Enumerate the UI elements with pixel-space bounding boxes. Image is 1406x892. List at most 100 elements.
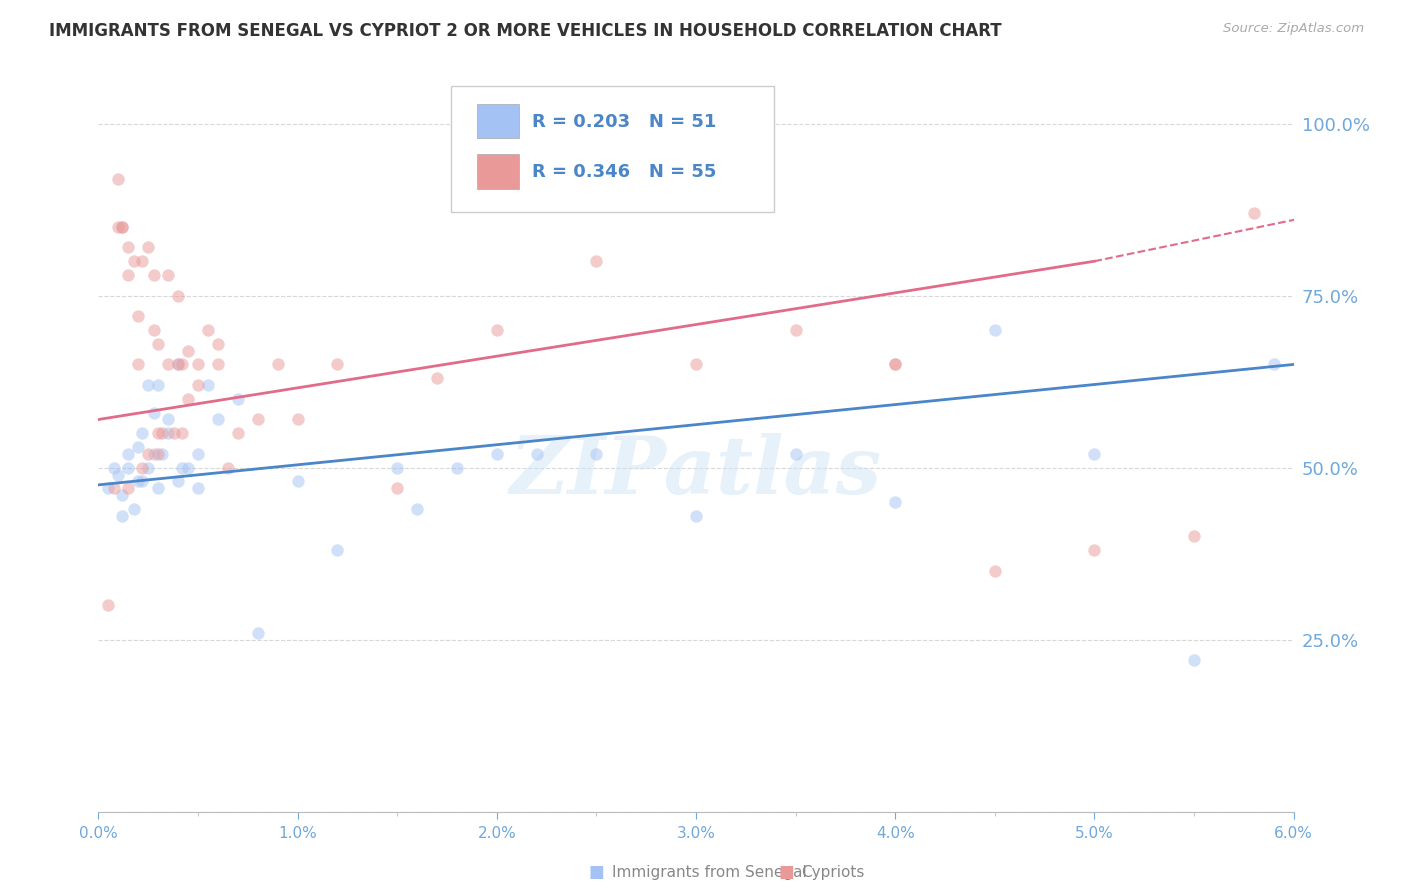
Point	[485, 447, 508, 461]
Point	[197, 323, 219, 337]
Point	[226, 426, 249, 441]
Point	[167, 358, 190, 372]
Point	[287, 475, 309, 489]
Point	[785, 447, 807, 461]
Point	[685, 358, 707, 372]
Point	[103, 481, 125, 495]
Point	[124, 502, 146, 516]
Point	[148, 481, 170, 495]
Point	[1182, 653, 1205, 667]
Text: ■: ■	[589, 863, 605, 881]
Point	[385, 460, 409, 475]
Bar	[477, 103, 519, 138]
Point	[163, 426, 186, 441]
Point	[117, 240, 139, 254]
Point	[1243, 206, 1265, 220]
Point	[526, 447, 548, 461]
Point	[267, 358, 290, 372]
Point	[187, 378, 209, 392]
Point	[127, 475, 149, 489]
Point	[117, 481, 139, 495]
Point	[177, 460, 200, 475]
Point	[97, 599, 120, 613]
Point	[127, 310, 149, 324]
Point	[207, 358, 229, 372]
Point	[117, 460, 139, 475]
Point	[426, 371, 449, 385]
Point	[585, 447, 607, 461]
Point	[172, 426, 194, 441]
Point	[127, 440, 149, 454]
Text: ■: ■	[779, 863, 794, 881]
Point	[136, 447, 159, 461]
Point	[197, 378, 219, 392]
Point	[150, 447, 173, 461]
Point	[172, 358, 194, 372]
Point	[107, 171, 129, 186]
Point	[157, 412, 180, 426]
Point	[143, 268, 166, 282]
Point	[446, 460, 468, 475]
Point	[246, 412, 269, 426]
Point	[131, 254, 153, 268]
Point	[1083, 447, 1105, 461]
FancyBboxPatch shape	[451, 86, 773, 212]
Point	[136, 460, 159, 475]
Point	[107, 467, 129, 482]
Point	[585, 254, 607, 268]
Point	[884, 495, 907, 509]
Point	[143, 323, 166, 337]
Point	[177, 343, 200, 358]
Point	[148, 336, 170, 351]
Point	[326, 543, 349, 558]
Text: IMMIGRANTS FROM SENEGAL VS CYPRIOT 2 OR MORE VEHICLES IN HOUSEHOLD CORRELATION C: IMMIGRANTS FROM SENEGAL VS CYPRIOT 2 OR …	[49, 22, 1002, 40]
Point	[217, 460, 239, 475]
Point	[884, 358, 907, 372]
Point	[117, 447, 139, 461]
Point	[177, 392, 200, 406]
Point	[124, 254, 146, 268]
Point	[107, 219, 129, 234]
Point	[111, 488, 134, 502]
Point	[111, 219, 134, 234]
Point	[187, 481, 209, 495]
Point	[326, 358, 349, 372]
Point	[226, 392, 249, 406]
Point	[167, 475, 190, 489]
Point	[136, 240, 159, 254]
Point	[172, 460, 194, 475]
Point	[97, 481, 120, 495]
Point	[485, 323, 508, 337]
Point	[287, 412, 309, 426]
Point	[111, 219, 134, 234]
Point	[131, 475, 153, 489]
Point	[406, 502, 429, 516]
Point	[148, 378, 170, 392]
Point	[246, 625, 269, 640]
Text: Immigrants from Senegal: Immigrants from Senegal	[612, 865, 807, 880]
Point	[385, 481, 409, 495]
Point	[1263, 358, 1285, 372]
Point	[1083, 543, 1105, 558]
Point	[187, 447, 209, 461]
Point	[157, 268, 180, 282]
Point	[111, 508, 134, 523]
Point	[117, 268, 139, 282]
Bar	[477, 154, 519, 189]
Point	[1182, 529, 1205, 543]
Point	[150, 426, 173, 441]
Point	[884, 358, 907, 372]
Point	[143, 406, 166, 420]
Text: ZIPatlas: ZIPatlas	[510, 434, 882, 511]
Point	[148, 447, 170, 461]
Point	[148, 426, 170, 441]
Point	[785, 323, 807, 337]
Point	[143, 447, 166, 461]
Point	[157, 426, 180, 441]
Point	[167, 358, 190, 372]
Point	[167, 288, 190, 302]
Point	[207, 412, 229, 426]
Text: Source: ZipAtlas.com: Source: ZipAtlas.com	[1223, 22, 1364, 36]
Point	[685, 508, 707, 523]
Point	[157, 358, 180, 372]
